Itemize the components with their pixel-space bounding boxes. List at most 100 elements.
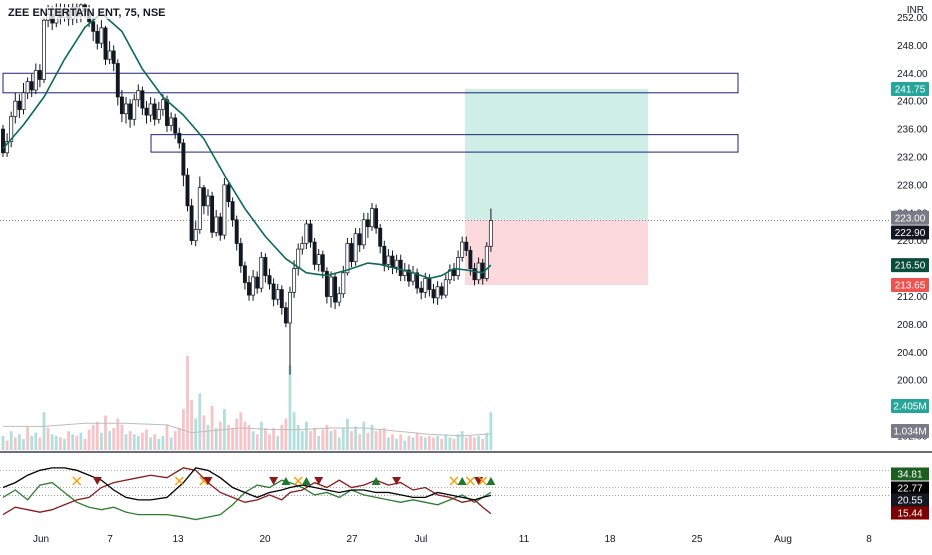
- volume-bar: [284, 418, 288, 450]
- volume-bar: [378, 429, 382, 450]
- candle-body: [431, 289, 436, 299]
- candle-body: [197, 187, 202, 230]
- candle-body: [144, 107, 149, 116]
- candle-body: [324, 271, 329, 297]
- volume-bar: [153, 434, 157, 450]
- candle-body: [312, 241, 317, 265]
- candle-body: [238, 243, 243, 267]
- volume-bar: [436, 435, 439, 450]
- volume-bar: [100, 432, 103, 450]
- volume-bar: [87, 429, 91, 450]
- time-tick-label: Jul: [415, 534, 428, 545]
- volume-bar: [128, 431, 132, 450]
- volume-bar: [95, 421, 99, 450]
- candle-body: [42, 19, 46, 80]
- volume-bar: [202, 415, 206, 450]
- volume-bar: [26, 426, 29, 450]
- candle-body: [103, 27, 108, 60]
- buy-signal-marker: [371, 477, 381, 485]
- volume-bar: [387, 437, 390, 450]
- price-label: 2.405M: [893, 402, 926, 413]
- volume-bar: [34, 432, 38, 450]
- volume-bar: [440, 439, 444, 450]
- candle-body: [156, 109, 161, 120]
- volume-bar: [75, 435, 79, 450]
- cross-signal-marker: [174, 476, 184, 486]
- buy-signal-marker: [486, 477, 496, 485]
- volume-bar: [83, 439, 87, 450]
- volume-bar: [464, 437, 468, 450]
- candle-body: [251, 276, 256, 296]
- volume-bar: [149, 437, 152, 450]
- volume-bar: [116, 418, 120, 450]
- volume-bar: [190, 399, 193, 450]
- volume-bar: [251, 431, 255, 450]
- price-label-bg: [891, 210, 929, 225]
- volume-bar: [411, 437, 415, 450]
- volume-bar: [370, 424, 374, 450]
- candle-body: [415, 272, 420, 289]
- candle-body: [132, 99, 137, 120]
- volume-bar: [292, 412, 296, 450]
- candle-body: [304, 223, 309, 244]
- volume-bar: [169, 437, 173, 450]
- time-axis[interactable]: Jun 7 13 20 27 Jul 11 18 25 Aug 8: [33, 534, 872, 545]
- candle-body: [21, 92, 26, 110]
- volume-bar: [423, 437, 427, 450]
- candle-body: [17, 100, 22, 110]
- candle-body: [484, 245, 489, 279]
- zones-layer: [0, 72, 890, 285]
- volume-bar: [473, 437, 476, 450]
- candle-body: [279, 289, 284, 309]
- candle-body: [390, 255, 395, 268]
- candle-body: [419, 287, 424, 293]
- volume-bar: [145, 429, 148, 450]
- volume-bar: [374, 431, 378, 450]
- volume-bar: [448, 437, 452, 450]
- candle-body: [119, 96, 124, 115]
- candle-body: [349, 243, 354, 262]
- volume-bar: [321, 429, 325, 450]
- candle-body: [5, 141, 10, 154]
- candle-body: [378, 227, 383, 247]
- volume-bar: [403, 440, 407, 450]
- volume-bar: [264, 428, 267, 450]
- volume-bar: [481, 439, 485, 450]
- volume-bar: [280, 424, 284, 450]
- price-tick-label: 240.00: [897, 97, 928, 108]
- indicator-green-line: [2, 479, 492, 521]
- volume-bar: [395, 439, 398, 450]
- time-tick-label: 11: [519, 534, 530, 545]
- candle-body: [447, 269, 452, 281]
- volume-average-line: [3, 422, 491, 437]
- candle-body: [222, 184, 227, 236]
- candle-body: [33, 70, 38, 91]
- volume-bar: [346, 418, 349, 450]
- candle-body: [25, 81, 30, 94]
- volume-bar: [1, 435, 5, 450]
- candle-body: [226, 184, 231, 202]
- candle-body: [177, 132, 182, 144]
- sell-signal-marker: [392, 477, 402, 485]
- price-label: 1.034M: [893, 427, 926, 438]
- volume-bar: [485, 432, 489, 450]
- candle-body: [439, 286, 444, 296]
- volume-bar: [136, 435, 140, 450]
- time-tick-label: 8: [866, 534, 872, 545]
- candle-body: [99, 27, 104, 44]
- candle-body: [37, 70, 42, 80]
- volume-bar: [350, 431, 353, 450]
- position-target-zone: [465, 88, 648, 220]
- price-tick-label: 228.00: [897, 180, 928, 191]
- volume-bar: [333, 429, 337, 450]
- volume-bar: [67, 431, 70, 450]
- volume-bar: [444, 434, 448, 450]
- candle-body: [464, 241, 469, 251]
- candle-body: [427, 278, 432, 290]
- volume-bar: [432, 437, 435, 450]
- volume-bar: [366, 432, 370, 450]
- symbol-title[interactable]: ZEE ENTERTAIN ENT, 75, NSE: [6, 7, 168, 19]
- price-label-bg: [891, 399, 929, 413]
